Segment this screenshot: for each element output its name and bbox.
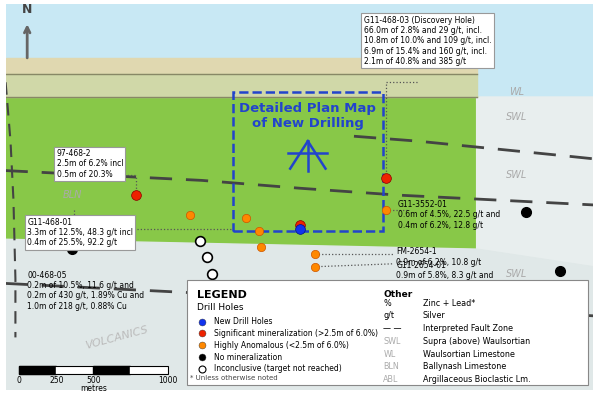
Text: No mineralization: No mineralization (214, 353, 282, 362)
Text: G11-468-01
3.3m of 12.5%, 48.3 g/t incl
0.4m of 25.5%, 92.2 g/t: G11-468-01 3.3m of 12.5%, 48.3 g/t incl … (27, 217, 133, 247)
Text: 00-468-05
0.2m of 10.5%, 11.6 g/t and
0.2m of 430 g/t, 1.89% Cu and
1.0m of 218 : 00-468-05 0.2m of 10.5%, 11.6 g/t and 0.… (27, 271, 144, 311)
Text: * Unless otherwise noted: * Unless otherwise noted (190, 375, 278, 381)
Bar (187, 279, 588, 385)
Bar (93, 366, 131, 374)
Text: N: N (22, 2, 32, 15)
Text: Supra (above) Waulsortian: Supra (above) Waulsortian (423, 337, 530, 346)
Text: WL: WL (383, 349, 396, 359)
Text: LEGEND: LEGEND (197, 290, 247, 300)
Text: Highly Anomalous (<2.5m of 6.0%): Highly Anomalous (<2.5m of 6.0%) (214, 341, 349, 350)
Text: Zinc + Lead*: Zinc + Lead* (423, 299, 475, 308)
Text: G11-468-03 (Discovery Hole)
66.0m of 2.8% and 29 g/t, incl.
10.8m of 10.0% and 1: G11-468-03 (Discovery Hole) 66.0m of 2.8… (364, 15, 491, 66)
Polygon shape (5, 97, 594, 267)
Text: Drill Holes: Drill Holes (197, 303, 243, 312)
Text: 1000: 1000 (158, 375, 177, 385)
Polygon shape (477, 97, 594, 267)
Text: Detailed Plan Map
of New Drilling: Detailed Plan Map of New Drilling (240, 102, 376, 130)
Text: WL: WL (509, 87, 524, 97)
Text: metres: metres (80, 383, 107, 392)
Text: — —: — — (383, 324, 402, 333)
Polygon shape (5, 4, 594, 97)
Text: SWL: SWL (383, 337, 401, 346)
Text: Significant mineralization (>2.5m of 6.0%): Significant mineralization (>2.5m of 6.0… (214, 329, 377, 338)
Text: SWL: SWL (506, 269, 527, 279)
Bar (19, 366, 168, 374)
Text: SWL: SWL (506, 112, 527, 122)
Text: SWL: SWL (506, 171, 527, 180)
Text: 97-468-2
2.5m of 6.2% incl
0.5m of 20.3%: 97-468-2 2.5m of 6.2% incl 0.5m of 20.3% (57, 149, 123, 179)
Text: Waulsortian Limestone: Waulsortian Limestone (423, 349, 515, 359)
Text: ABL: ABL (59, 164, 78, 174)
Bar (19, 366, 56, 374)
Bar (233, 92, 383, 231)
Text: 0: 0 (17, 375, 22, 385)
Text: 250: 250 (49, 375, 63, 385)
Text: G11-2654-01
0.9m of 5.8%, 8.3 g/t and
1.9m of 6.4%, 22.5 g/t: G11-2654-01 0.9m of 5.8%, 8.3 g/t and 1.… (396, 261, 494, 291)
Text: ABL: ABL (383, 375, 399, 384)
Bar (131, 366, 168, 374)
Polygon shape (5, 74, 477, 97)
Text: BLN: BLN (62, 190, 82, 200)
Text: %: % (383, 299, 391, 308)
Text: Argillaceous Bioclastic Lm.: Argillaceous Bioclastic Lm. (423, 375, 530, 384)
Polygon shape (5, 58, 477, 74)
Text: 500: 500 (86, 375, 101, 385)
Polygon shape (5, 239, 594, 390)
Text: SWL: SWL (300, 327, 325, 338)
Text: Silver: Silver (423, 311, 446, 320)
Text: Other: Other (383, 290, 413, 299)
Text: Ballynash Limestone: Ballynash Limestone (423, 362, 506, 371)
Text: Inconclusive (target not reached): Inconclusive (target not reached) (214, 364, 341, 373)
Text: FM-2654-1
0.9m of 6.2%, 10.8 g/t: FM-2654-1 0.9m of 6.2%, 10.8 g/t (396, 247, 482, 266)
Text: VOLCANICS: VOLCANICS (84, 324, 149, 351)
Polygon shape (477, 58, 594, 97)
Text: g/t: g/t (383, 311, 394, 320)
Text: G11-3552-01
0.6m of 4.5%, 22.5 g/t and
0.4m of 6.2%, 12.8 g/t: G11-3552-01 0.6m of 4.5%, 22.5 g/t and 0… (398, 200, 500, 230)
Text: Interpreted Fault Zone: Interpreted Fault Zone (423, 324, 513, 333)
Text: BLN: BLN (383, 362, 399, 371)
Bar (56, 366, 93, 374)
Text: New Drill Holes: New Drill Holes (214, 317, 272, 326)
